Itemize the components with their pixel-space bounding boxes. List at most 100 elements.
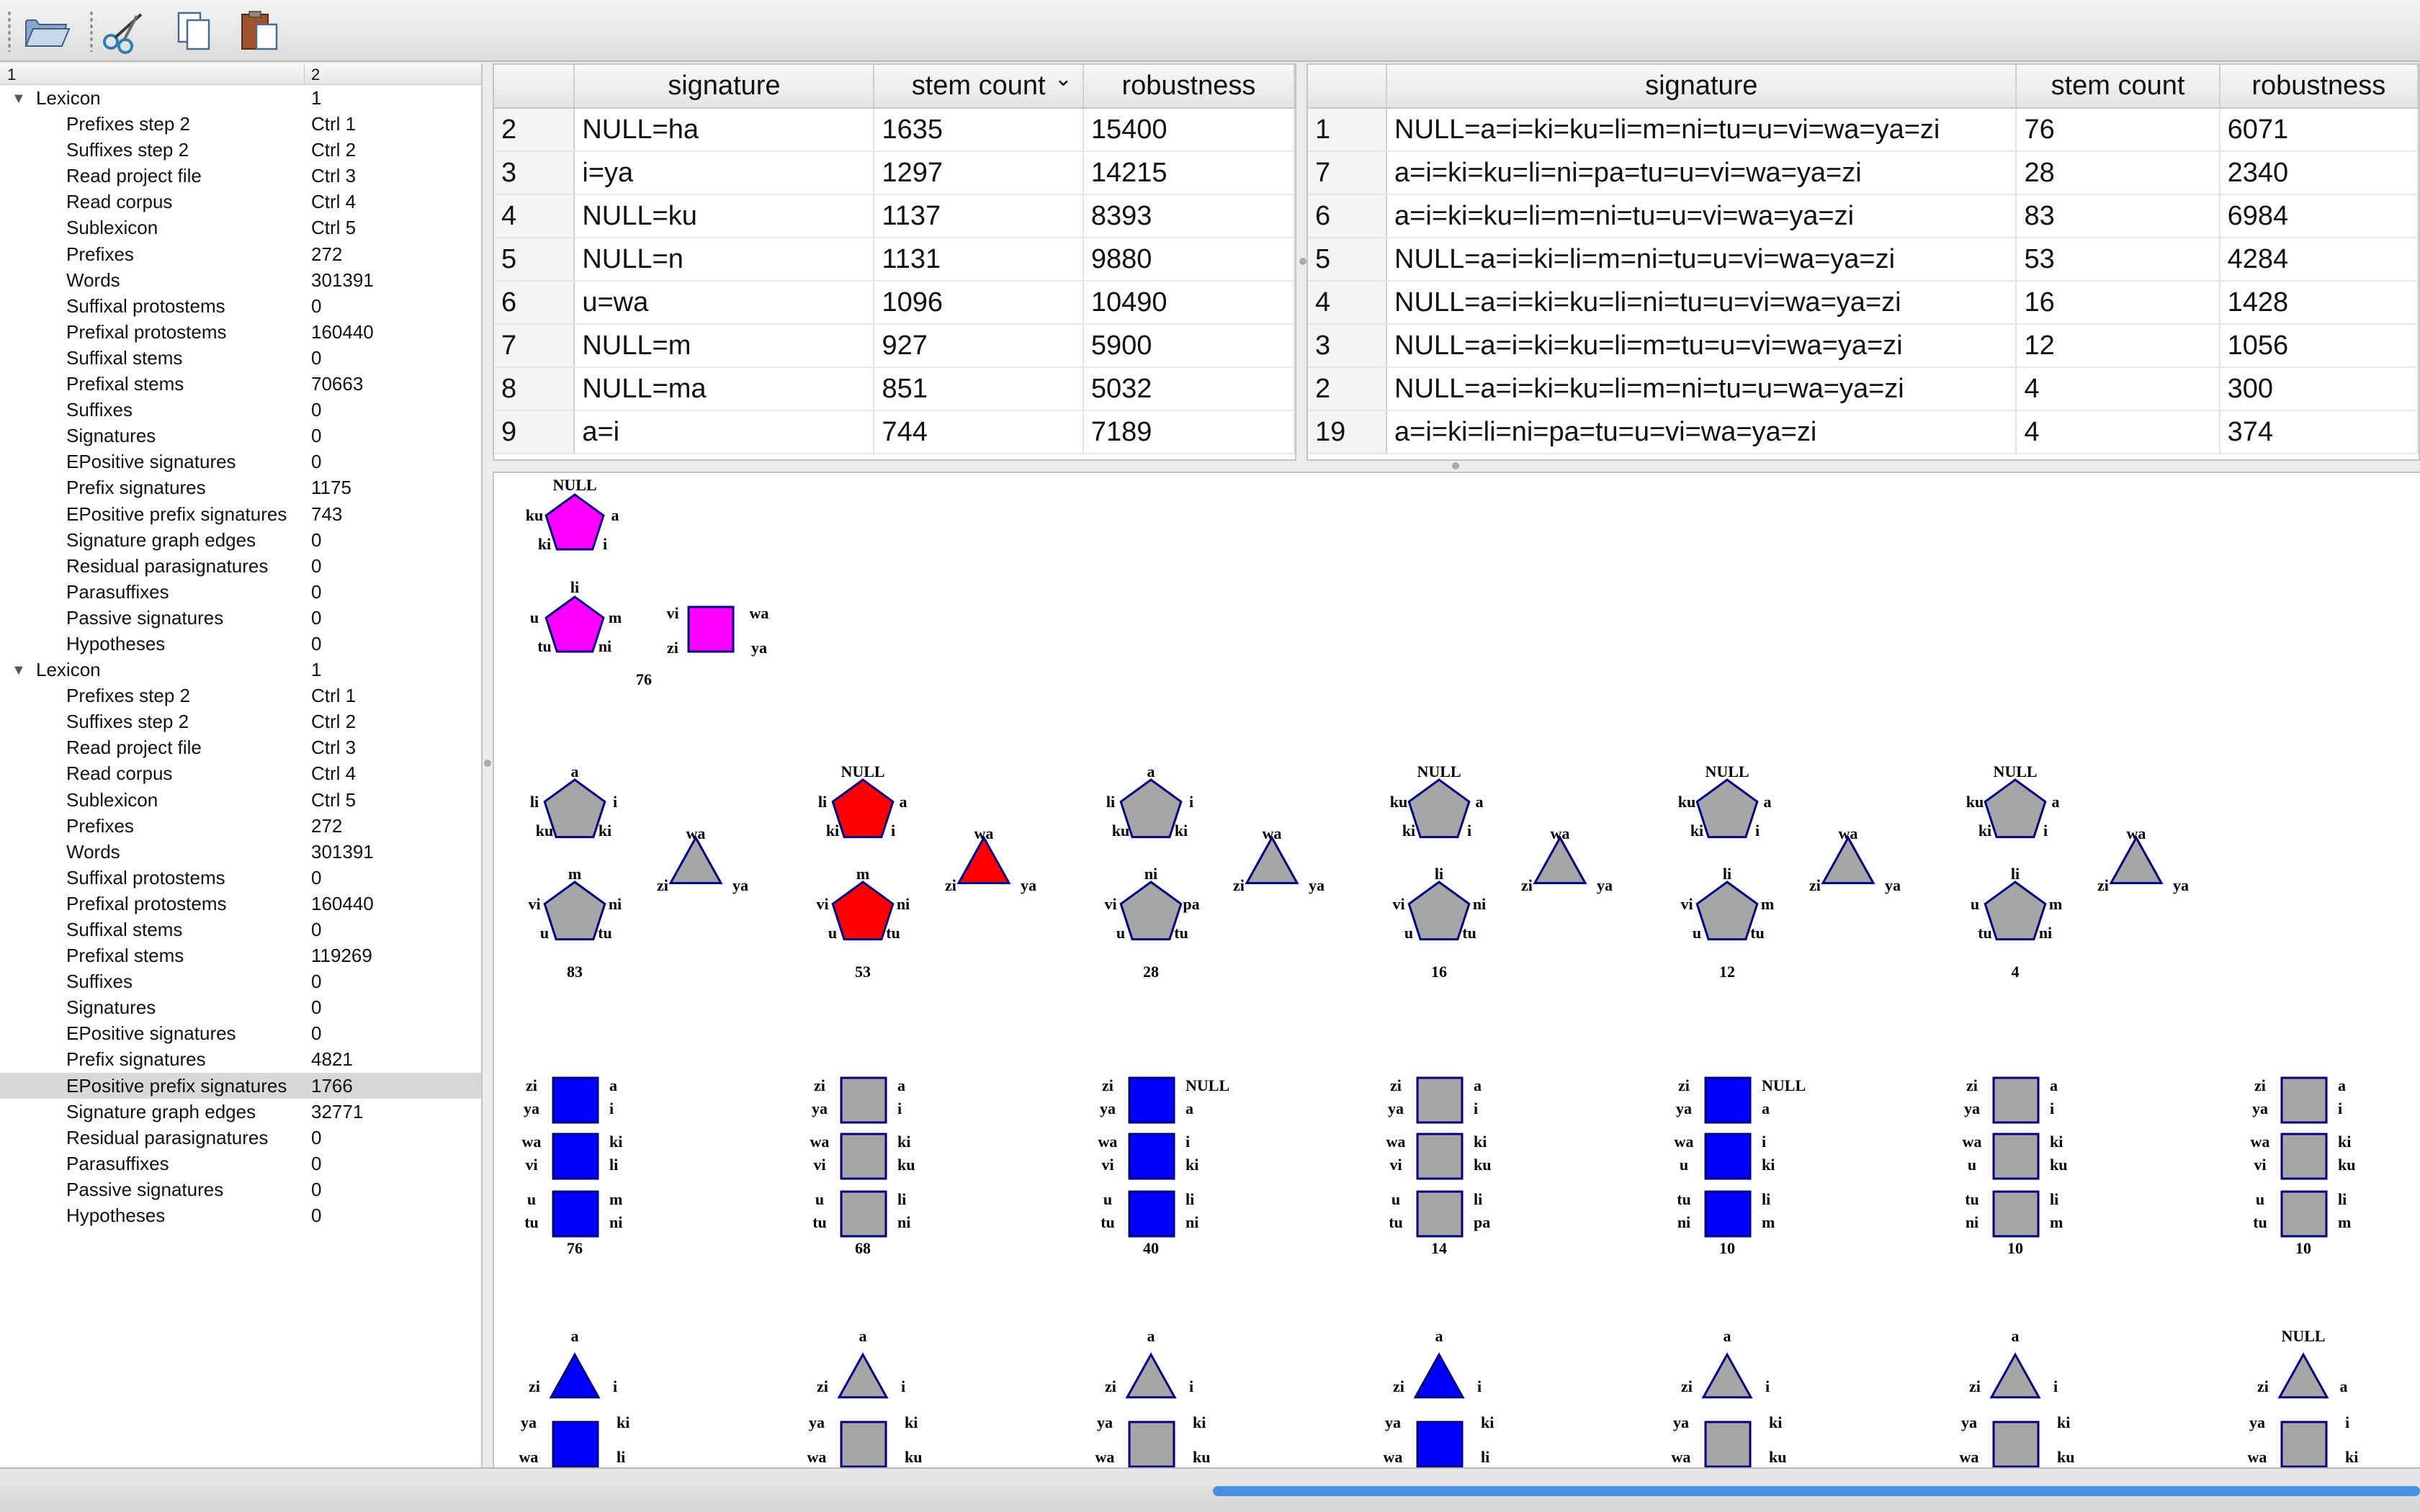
robustness-cell[interactable]: 1428 <box>2219 281 2419 325</box>
tree-item[interactable]: Suffixal protostems 0 <box>0 293 481 319</box>
stem-count-cell[interactable]: 12 <box>2016 324 2220 368</box>
signature-cell[interactable]: NULL=m <box>574 324 875 368</box>
row-number-cell[interactable]: 6 <box>494 281 575 325</box>
robustness-cell[interactable]: 6071 <box>2219 108 2419 152</box>
stem-count-cell[interactable]: 53 <box>2016 238 2220 282</box>
row-header-corner[interactable] <box>494 65 575 109</box>
table-row[interactable]: 7 NULL=m 927 5900 <box>494 324 1295 368</box>
tree-item[interactable]: Prefix signatures 4821 <box>0 1046 481 1072</box>
tree-item[interactable]: Hypotheses 0 <box>0 631 481 657</box>
tree-item[interactable]: Prefixes step 2 Ctrl 1 <box>0 111 481 137</box>
copy-icon[interactable] <box>169 6 220 56</box>
stem-count-cell[interactable]: 1635 <box>874 108 1084 152</box>
stem-count-cell[interactable]: 4 <box>2016 367 2220 411</box>
row-number-cell[interactable]: 7 <box>494 324 575 368</box>
column-header-stem-count[interactable]: stem count <box>2016 65 2220 109</box>
signature-cell[interactable]: a=i=ki=ku=li=m=ni=tu=u=vi=wa=ya=zi <box>1386 194 2017 238</box>
tree-item[interactable]: Read corpus Ctrl 4 <box>0 189 481 215</box>
tree-item[interactable]: Signatures 0 <box>0 994 481 1020</box>
tree-item[interactable]: Suffixal stems 0 <box>0 917 481 942</box>
table-row[interactable]: 2 NULL=a=i=ki=ku=li=m=ni=tu=u=wa=ya=zi 4 30… <box>1308 367 2419 411</box>
signature-cell[interactable]: a=i=ki=ku=li=ni=pa=tu=u=vi=wa=ya=zi <box>1386 151 2017 195</box>
signature-cell[interactable]: NULL=a=i=ki=ku=li=m=ni=tu=u=wa=ya=zi <box>1386 367 2017 411</box>
tree-column-header-2[interactable]: 2 <box>311 66 321 84</box>
column-header-signature[interactable]: signature <box>574 65 875 109</box>
row-number-cell[interactable]: 4 <box>494 194 575 238</box>
row-number-cell[interactable]: 4 <box>1308 281 1388 325</box>
table-row[interactable]: 1 NULL=a=i=ki=ku=li=m=ni=tu=u=vi=wa=ya=zi… <box>1308 108 2419 152</box>
tree-item[interactable]: Prefixes step 2 Ctrl 1 <box>0 683 481 708</box>
table-row[interactable]: 7 a=i=ki=ku=li=ni=pa=tu=u=vi=wa=ya=zi 28 23… <box>1308 151 2419 195</box>
horizontal-splitter-handle[interactable] <box>1452 462 1459 469</box>
row-number-cell[interactable]: 8 <box>494 367 575 411</box>
tree-section-lexicon[interactable]: ▼ Lexicon 1 <box>0 85 481 111</box>
table-row[interactable]: 3 i=ya 1297 14215 <box>494 151 1295 195</box>
table-row[interactable]: 2 NULL=ha 1635 15400 <box>494 108 1295 152</box>
column-header-robustness[interactable]: robustness <box>1083 65 1295 109</box>
row-number-cell[interactable]: 3 <box>1308 324 1388 368</box>
row-number-cell[interactable]: 1 <box>1308 108 1388 152</box>
table-row[interactable]: 3 NULL=a=i=ki=ku=li=m=tu=u=vi=wa=ya=zi 12 1… <box>1308 324 2419 368</box>
expand-triangle-icon[interactable]: ▼ <box>12 662 26 679</box>
tree-item[interactable]: Prefixes 272 <box>0 241 481 267</box>
robustness-cell[interactable]: 10490 <box>1083 281 1295 325</box>
tree-item[interactable]: Prefixes 272 <box>0 813 481 839</box>
stem-count-cell[interactable]: 851 <box>874 367 1084 411</box>
tree-item[interactable]: Prefixal protostems 160440 <box>0 319 481 345</box>
tree-item[interactable]: Suffixes step 2 Ctrl 2 <box>0 708 481 734</box>
tree-item[interactable]: Words 301391 <box>0 267 481 293</box>
signature-cell[interactable]: NULL=a=i=ki=ku=li=ni=tu=u=vi=wa=ya=zi <box>1386 281 2017 325</box>
tree-item[interactable]: Read project file Ctrl 3 <box>0 734 481 760</box>
tree-item[interactable]: Passive signatures 0 <box>0 1176 481 1202</box>
tree-item[interactable]: Prefixal protostems 160440 <box>0 891 481 917</box>
tree-item[interactable]: Read corpus Ctrl 4 <box>0 760 481 786</box>
scissors-icon[interactable] <box>98 6 150 56</box>
stem-count-cell[interactable]: 1096 <box>874 281 1084 325</box>
tree-item[interactable]: Parasuffixes 0 <box>0 579 481 605</box>
tree-item[interactable]: Signature graph edges 32771 <box>0 1099 481 1125</box>
robustness-cell[interactable]: 8393 <box>1083 194 1295 238</box>
robustness-cell[interactable]: 4284 <box>2219 238 2419 282</box>
tree-section-lexicon[interactable]: ▼ Lexicon 1 <box>0 657 481 683</box>
tree-item[interactable]: Sublexicon Ctrl 5 <box>0 787 481 813</box>
tree-item[interactable]: Suffixes 0 <box>0 968 481 994</box>
stem-count-cell[interactable]: 744 <box>874 410 1084 454</box>
tree-item[interactable]: EPositive signatures 0 <box>0 449 481 474</box>
robustness-cell[interactable]: 300 <box>2219 367 2419 411</box>
row-number-cell[interactable]: 2 <box>1308 367 1388 411</box>
tree-item[interactable]: Suffixal stems 0 <box>0 345 481 371</box>
robustness-cell[interactable]: 374 <box>2219 410 2419 454</box>
row-header-corner[interactable] <box>1308 65 1388 109</box>
tree-column-header-1[interactable]: 1 <box>7 66 17 84</box>
tree-item[interactable]: Signatures 0 <box>0 423 481 449</box>
row-number-cell[interactable]: 2 <box>494 108 575 152</box>
tree-item[interactable]: Suffixes step 2 Ctrl 2 <box>0 137 481 163</box>
robustness-cell[interactable]: 5900 <box>1083 324 1295 368</box>
toolbar-grip[interactable] <box>7 10 12 52</box>
row-number-cell[interactable]: 5 <box>494 238 575 282</box>
signature-table-left[interactable]: signature stem count ⌄ robustness 2 NULL=h… <box>493 63 1296 461</box>
tree-item[interactable]: Hypotheses 0 <box>0 1202 481 1228</box>
signature-cell[interactable]: NULL=ku <box>574 194 875 238</box>
horizontal-scrollbar[interactable] <box>1213 1486 2420 1496</box>
row-number-cell[interactable]: 3 <box>494 151 575 195</box>
robustness-cell[interactable]: 5032 <box>1083 367 1295 411</box>
row-number-cell[interactable]: 6 <box>1308 194 1388 238</box>
signature-cell[interactable]: NULL=a=i=ki=ku=li=m=ni=tu=u=vi=wa=ya=zi <box>1386 108 2017 152</box>
robustness-cell[interactable]: 7189 <box>1083 410 1295 454</box>
table-row[interactable]: 4 NULL=ku 1137 8393 <box>494 194 1295 238</box>
tree-item[interactable]: Prefix signatures 1175 <box>0 474 481 500</box>
vertical-splitter-handle[interactable] <box>1299 258 1307 265</box>
row-number-cell[interactable]: 19 <box>1308 410 1388 454</box>
stem-count-cell[interactable]: 927 <box>874 324 1084 368</box>
tree-item[interactable]: Residual parasignatures 0 <box>0 1125 481 1151</box>
expand-triangle-icon[interactable]: ▼ <box>12 91 26 107</box>
stem-count-cell[interactable]: 76 <box>2016 108 2220 152</box>
signature-cell[interactable]: NULL=a=i=ki=ku=li=m=tu=u=vi=wa=ya=zi <box>1386 324 2017 368</box>
signature-cell[interactable]: NULL=n <box>574 238 875 282</box>
row-number-cell[interactable]: 7 <box>1308 151 1388 195</box>
stem-count-cell[interactable]: 16 <box>2016 281 2220 325</box>
robustness-cell[interactable]: 14215 <box>1083 151 1295 195</box>
lexicon-tree[interactable]: 1 2 ▼ Lexicon 1 Prefixes step 2 Ctrl 1 Suffix… <box>0 63 483 1467</box>
signature-cell[interactable]: NULL=ma <box>574 367 875 411</box>
